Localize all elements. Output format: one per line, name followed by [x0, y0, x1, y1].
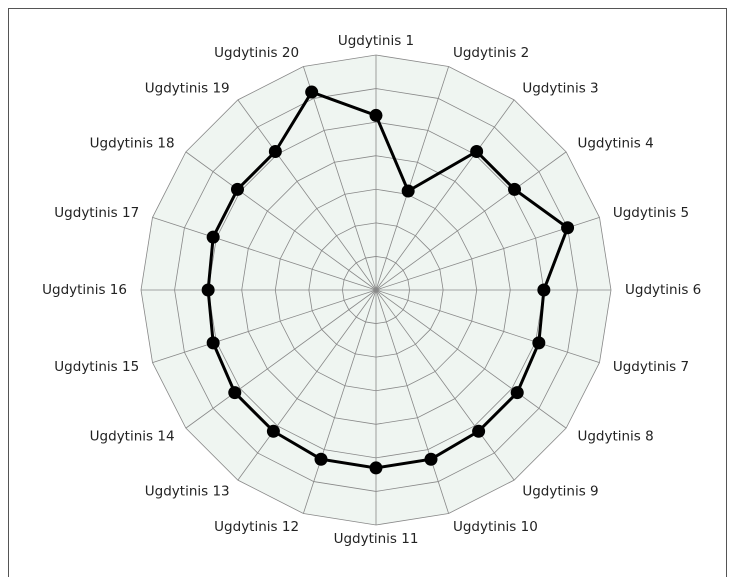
spoke [185, 289, 377, 429]
spoke [185, 151, 377, 291]
spoke [375, 151, 567, 291]
data-point [510, 386, 524, 400]
axis-label: Ugdytinis 10 [453, 519, 538, 535]
data-point [561, 221, 575, 235]
axis-label: Ugdytinis 20 [214, 45, 299, 61]
spoke [375, 289, 567, 429]
axis-label: Ugdytinis 9 [522, 483, 598, 499]
axis-label: Ugdytinis 13 [145, 483, 230, 499]
axis-label: Ugdytinis 16 [42, 282, 127, 298]
spoke [303, 66, 377, 291]
data-point [470, 144, 484, 158]
axis-label: Ugdytinis 4 [577, 136, 653, 152]
data-point [472, 424, 486, 438]
data-point [532, 336, 546, 350]
spoke [303, 289, 377, 514]
data-point [369, 461, 383, 475]
axis-label: Ugdytinis 11 [334, 531, 419, 547]
data-point [268, 144, 282, 158]
axis-label: Ugdytinis 1 [338, 33, 414, 49]
data-point [369, 108, 383, 122]
data-point [206, 336, 220, 350]
axis-label: Ugdytinis 12 [214, 519, 299, 535]
data-point [401, 184, 415, 198]
frame [8, 8, 727, 577]
axis-label: Ugdytinis 18 [90, 136, 175, 152]
spoke [375, 289, 449, 514]
axis-label: Ugdytinis 15 [54, 359, 139, 375]
spoke [152, 289, 377, 363]
data-point [230, 182, 244, 196]
axis-label: Ugdytinis 17 [54, 205, 139, 221]
axis-label: Ugdytinis 14 [90, 428, 175, 444]
spoke [152, 217, 377, 291]
axis-label: Ugdytinis 7 [613, 359, 689, 375]
data-point [206, 230, 220, 244]
spoke [237, 99, 377, 291]
data-point [508, 182, 522, 196]
data-point [424, 452, 438, 466]
spoke [375, 99, 515, 291]
axis-label: Ugdytinis 2 [453, 45, 529, 61]
data-point [266, 424, 280, 438]
data-point [314, 452, 328, 466]
data-point [537, 283, 551, 297]
data-point [228, 386, 242, 400]
data-point [201, 283, 215, 297]
axis-label: Ugdytinis 6 [625, 282, 701, 298]
data-point [305, 85, 319, 99]
axis-label: Ugdytinis 3 [522, 81, 598, 97]
spoke [375, 66, 449, 291]
axis-label: Ugdytinis 19 [145, 81, 230, 97]
axis-label: Ugdytinis 8 [577, 428, 653, 444]
spoke [375, 289, 515, 481]
axis-label: Ugdytinis 5 [613, 205, 689, 221]
spoke [237, 289, 377, 481]
spoke [375, 289, 600, 363]
